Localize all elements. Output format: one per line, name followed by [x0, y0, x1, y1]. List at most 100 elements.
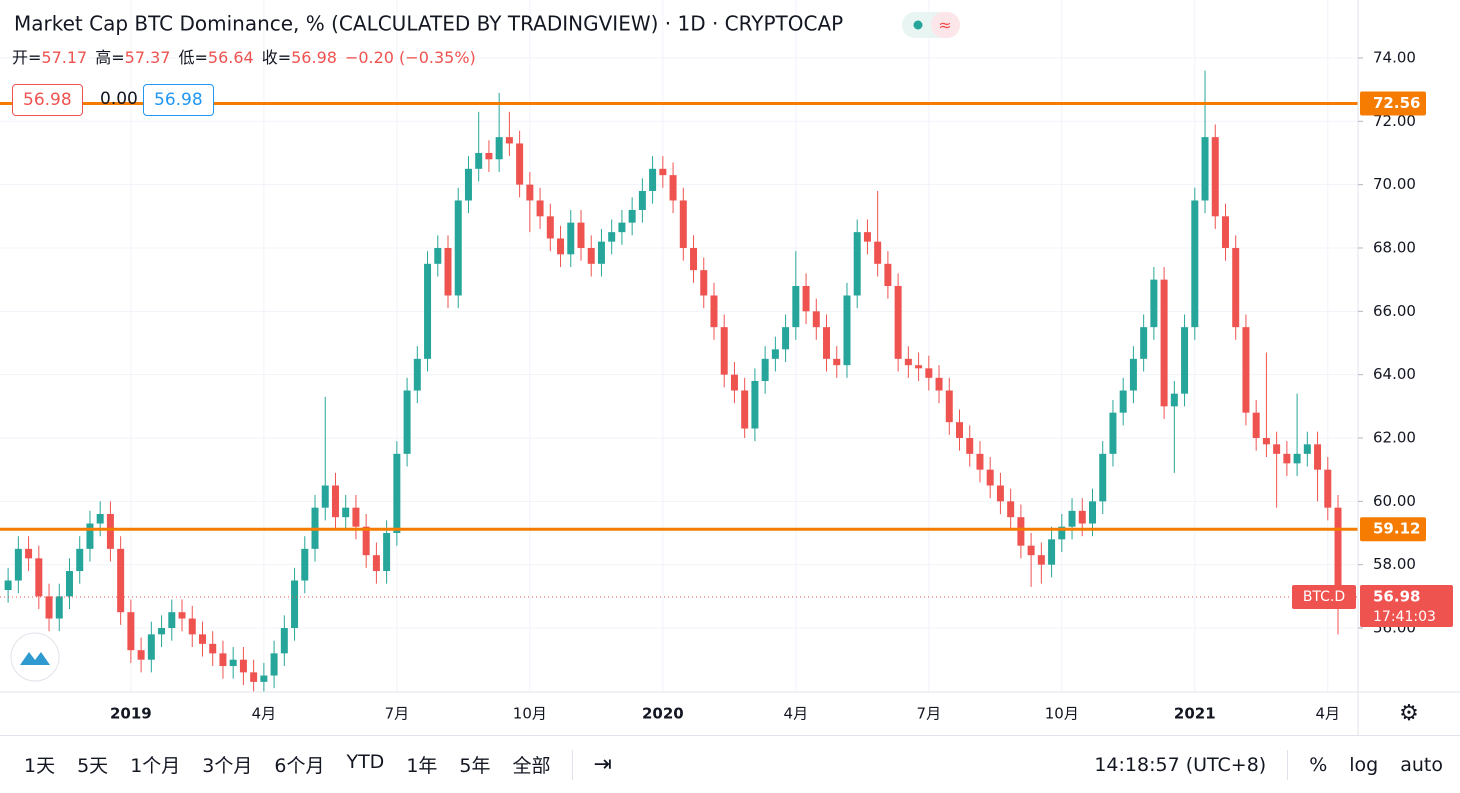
candle-body [505, 137, 513, 144]
scale-option[interactable]: log [1349, 753, 1379, 776]
ohlc-legend: 开=57.17 高=57.37 低=56.64 收=56.98 −0.20 (−0.35… [12, 48, 476, 67]
candle-body [884, 263, 892, 286]
last-price-label: 56.98 [1373, 587, 1420, 605]
candle-body [557, 238, 565, 255]
range-button[interactable]: 1年 [406, 755, 438, 777]
candle-body [771, 349, 779, 359]
candle-body [464, 168, 472, 201]
candle-body [352, 507, 360, 527]
candle-body [915, 365, 923, 369]
candle-body [250, 672, 258, 682]
candle-body [198, 634, 206, 644]
ohlc-value: 57.17 [41, 48, 87, 67]
y-tick-label: 72.00 [1373, 112, 1416, 130]
axes: 56.0058.0060.0062.0064.0066.0068.0070.00… [110, 48, 1453, 723]
candle-body [1181, 327, 1189, 394]
candle-body [229, 659, 237, 667]
candle-body [976, 453, 984, 470]
candle-body [86, 523, 94, 549]
candle-body [1068, 510, 1076, 527]
candle-body [147, 634, 155, 660]
goto-date[interactable]: ⇥ [593, 752, 612, 777]
candle-body [690, 247, 698, 271]
sell-button[interactable]: 56.98 [12, 84, 83, 116]
x-tick-label: 2020 [642, 705, 684, 723]
candle-body [270, 653, 278, 676]
status-icon: ≈ [938, 16, 951, 35]
candle-body [1170, 393, 1178, 407]
range-button[interactable]: YTD [346, 751, 385, 773]
candle-body [710, 295, 718, 328]
candle-body [127, 612, 135, 651]
candle-body [434, 247, 442, 264]
range-button[interactable]: 1个月 [130, 755, 181, 777]
candle-body [1048, 539, 1056, 565]
candle-body [1007, 501, 1015, 518]
status-pill-right [931, 12, 960, 38]
x-tick-label: 4月 [252, 705, 277, 723]
range-button[interactable]: 5年 [459, 755, 491, 777]
y-tick-label: 60.00 [1373, 492, 1416, 510]
separator [571, 749, 573, 780]
candle-body [137, 650, 145, 660]
x-tick-label: 4月 [784, 705, 809, 723]
candle-body [546, 216, 554, 239]
range-button[interactable]: 3个月 [202, 755, 253, 777]
candle-body [863, 232, 871, 242]
settings-icon[interactable]: ⚙ [1399, 701, 1419, 726]
scale-option[interactable]: auto [1400, 753, 1443, 776]
candle-body [393, 453, 401, 534]
candle-body [649, 168, 657, 191]
range-button[interactable]: 全部 [512, 755, 551, 777]
candle-body [444, 247, 452, 296]
range-button[interactable]: 5天 [77, 755, 109, 777]
grid [0, 0, 1358, 692]
candle-body [413, 358, 421, 391]
ohlc-label: 收= [262, 48, 291, 67]
candle-body [812, 311, 820, 328]
candle-body [475, 152, 483, 169]
candle-body [1099, 453, 1107, 502]
candle-body [1303, 444, 1311, 454]
candle-body [618, 222, 626, 233]
candle-body [659, 168, 667, 176]
candle-body [383, 533, 391, 572]
candle-body [1242, 327, 1250, 413]
candle-body [597, 241, 605, 264]
status-dot [913, 20, 923, 30]
candle-body [96, 514, 104, 524]
candle-body [945, 390, 953, 423]
candle-body [751, 380, 759, 429]
candle-body [1334, 507, 1342, 597]
candle-body [669, 175, 677, 201]
candle-body [1273, 444, 1281, 454]
range-button[interactable]: 1天 [24, 755, 56, 777]
logo[interactable] [10, 632, 60, 682]
candle-body [925, 368, 933, 378]
candle-body [1027, 545, 1035, 556]
symbol-label: BTC.D [1303, 589, 1345, 605]
candle-body [904, 358, 912, 366]
candle-body [679, 200, 687, 248]
range-button[interactable]: 6个月 [274, 755, 325, 777]
candle-body [1324, 469, 1332, 508]
candle-body [874, 241, 882, 264]
buy-button[interactable]: 56.98 [143, 84, 214, 116]
x-tick-label: 10月 [513, 705, 547, 723]
candle-body [1201, 137, 1209, 201]
candle-body [321, 485, 329, 508]
candle-body [45, 596, 53, 619]
candle-body [158, 628, 166, 635]
ohlc-label: 开= [12, 48, 41, 67]
candle-body [996, 485, 1004, 502]
candle-body [1078, 510, 1086, 524]
separator [1287, 749, 1289, 780]
x-tick-label: 2021 [1174, 705, 1216, 723]
candle-body [833, 358, 841, 366]
candle-body [526, 184, 534, 201]
scale-option[interactable]: % [1309, 753, 1328, 776]
x-tick-label: 7月 [917, 705, 942, 723]
candle-body [956, 422, 964, 439]
candle-body [239, 659, 247, 673]
candle-body [792, 285, 800, 328]
